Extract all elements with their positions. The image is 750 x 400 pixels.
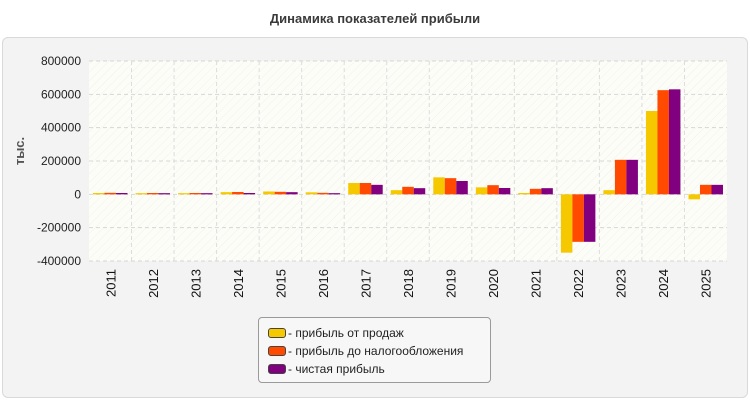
bar [560, 194, 573, 253]
bar [487, 185, 499, 195]
legend-swatch [268, 346, 286, 356]
bar [475, 187, 488, 195]
bar [572, 194, 584, 242]
bar [178, 193, 190, 195]
bar [413, 188, 426, 195]
legend-item: - прибыль до налогообложения [268, 342, 490, 360]
x-tick-label: 2015 [273, 269, 288, 298]
bar [135, 193, 148, 195]
chart-title: Динамика показателей прибыли [269, 11, 481, 26]
bar [147, 193, 159, 195]
bar [158, 193, 171, 195]
x-tick-label: 2014 [231, 269, 246, 298]
bar [93, 193, 105, 195]
x-tick-label: 2024 [656, 269, 671, 298]
x-tick-label: 2011 [103, 269, 118, 297]
bar [498, 188, 511, 195]
bar [603, 190, 615, 195]
bar [305, 192, 318, 195]
x-tick-label: 2013 [188, 269, 203, 298]
x-tick-label: 2018 [401, 269, 416, 298]
y-axis-label: тыс. [12, 137, 27, 165]
y-tick-label: 600000 [41, 87, 81, 101]
legend-item: - чистая прибыль [268, 360, 490, 378]
bar [433, 177, 445, 195]
bar [359, 183, 372, 195]
x-tick-label: 2021 [529, 269, 544, 298]
x-tick-label: 2017 [358, 269, 373, 298]
bar [189, 193, 202, 195]
x-tick-label: 2020 [486, 269, 501, 298]
bar [220, 192, 233, 195]
x-tick-label: 2019 [444, 269, 459, 298]
bar [104, 192, 117, 195]
bar [328, 193, 341, 195]
legend-label: - прибыль до налогообложения [288, 344, 464, 358]
bar [688, 194, 700, 200]
x-tick-label: 2016 [316, 269, 331, 298]
bar [657, 90, 669, 195]
bar [668, 89, 681, 195]
x-tick-label: 2022 [571, 269, 586, 298]
y-tick-label: 200000 [41, 154, 81, 168]
bar [232, 192, 244, 195]
bar [263, 191, 275, 195]
y-tick-label: -400000 [37, 254, 81, 268]
bar [699, 184, 712, 195]
legend-label: - чистая прибыль [288, 362, 385, 376]
legend-item: - прибыль от продаж [268, 324, 490, 342]
bar [201, 193, 213, 195]
bar [614, 159, 627, 195]
bar [456, 181, 468, 195]
y-tick-label: 0 [74, 187, 81, 201]
bar [402, 186, 414, 195]
bar [626, 159, 638, 195]
bar [541, 188, 553, 195]
legend-swatch [268, 328, 286, 338]
legend-label: - прибыль от продаж [288, 326, 404, 340]
legend-swatch [268, 364, 286, 374]
bar [274, 191, 287, 195]
bar [116, 193, 128, 195]
x-tick-label: 2012 [146, 269, 161, 298]
bar [529, 188, 542, 195]
bar [286, 192, 298, 195]
x-tick-label: 2025 [699, 269, 714, 298]
bar [317, 192, 329, 195]
bar [348, 183, 360, 195]
y-tick-label: 400000 [41, 121, 81, 135]
y-tick-label: 800000 [41, 54, 81, 68]
bar [444, 178, 457, 195]
bar [645, 111, 658, 195]
bar [711, 184, 723, 195]
bar [583, 194, 596, 242]
x-tick-label: 2023 [614, 269, 629, 298]
chart-legend: - прибыль от продаж - прибыль до налогооб… [258, 317, 491, 383]
y-tick-label: -200000 [37, 221, 81, 235]
bar [371, 184, 383, 195]
bar [390, 190, 403, 195]
bar [518, 193, 530, 195]
bar [243, 193, 256, 195]
